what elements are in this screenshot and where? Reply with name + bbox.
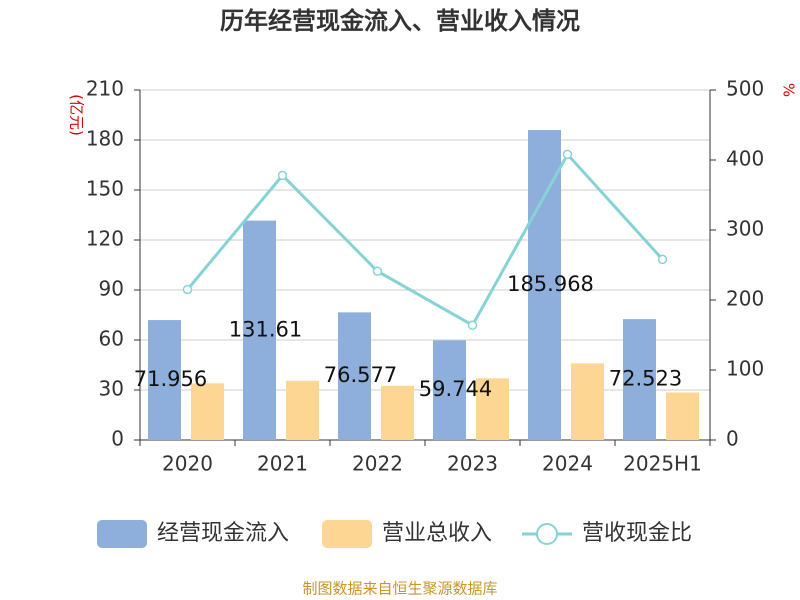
- y-tick-label: 90: [99, 277, 124, 301]
- y2-tick-label: 0: [726, 427, 739, 451]
- line-marker: [182, 284, 193, 295]
- x-tick-label: 2025H1: [623, 452, 702, 476]
- bar: [476, 378, 509, 440]
- legend-swatch[interactable]: [536, 523, 558, 545]
- y2-tick-label: 500: [726, 77, 764, 101]
- data-label: 59.744: [419, 377, 492, 401]
- bar: [381, 385, 414, 440]
- source-note: 制图数据来自恒生聚源数据库: [302, 580, 497, 598]
- line-marker: [277, 170, 288, 181]
- y2-axis-label: %: [780, 83, 798, 97]
- line-marker: [372, 266, 383, 277]
- line-marker: [562, 149, 573, 160]
- y2-tick-label: 300: [726, 217, 764, 241]
- bar: [243, 220, 276, 440]
- bar: [666, 392, 699, 440]
- line: [186, 151, 664, 328]
- chart-title: 历年经营现金流入、营业收入情况: [220, 7, 580, 35]
- y2-tick-label: 100: [726, 357, 764, 381]
- y-tick-label: 30: [99, 377, 124, 401]
- legend-label[interactable]: 营业总收入: [382, 521, 492, 546]
- data-label: 71.956: [134, 367, 207, 391]
- bar: [286, 380, 319, 440]
- y2-tick-label: 200: [726, 287, 764, 311]
- legend-swatch[interactable]: [97, 520, 147, 548]
- x-tick-label: 2022: [352, 452, 403, 476]
- data-label: 131.61: [229, 317, 302, 341]
- y2-tick-label: 400: [726, 147, 764, 171]
- bar: [571, 363, 604, 440]
- y-tick-label: 120: [86, 227, 124, 251]
- bar: [623, 319, 656, 440]
- y-tick-label: 180: [86, 127, 124, 151]
- line-marker: [467, 320, 478, 330]
- bar: [338, 312, 371, 440]
- bar: [191, 383, 224, 440]
- legend-label[interactable]: 营收现金比: [582, 521, 692, 546]
- legend-label[interactable]: 经营现金流入: [157, 521, 289, 546]
- data-label: 72.523: [609, 367, 682, 391]
- y-tick-label: 0: [111, 427, 124, 451]
- bar: [148, 320, 181, 440]
- legend-swatch[interactable]: [322, 520, 372, 548]
- x-tick-label: 2023: [447, 452, 498, 476]
- data-label: 76.577: [324, 363, 397, 387]
- y-tick-label: 210: [86, 77, 124, 101]
- data-label: 185.968: [507, 272, 594, 296]
- bar: [528, 130, 561, 440]
- bar: [433, 340, 466, 440]
- x-tick-label: 2024: [542, 452, 593, 476]
- x-tick-label: 2021: [257, 452, 308, 476]
- y-tick-label: 150: [86, 177, 124, 201]
- y-axis-label: (亿元): [68, 94, 86, 136]
- line-marker: [657, 254, 668, 265]
- y-tick-label: 60: [99, 327, 124, 351]
- x-tick-label: 2020: [162, 452, 213, 476]
